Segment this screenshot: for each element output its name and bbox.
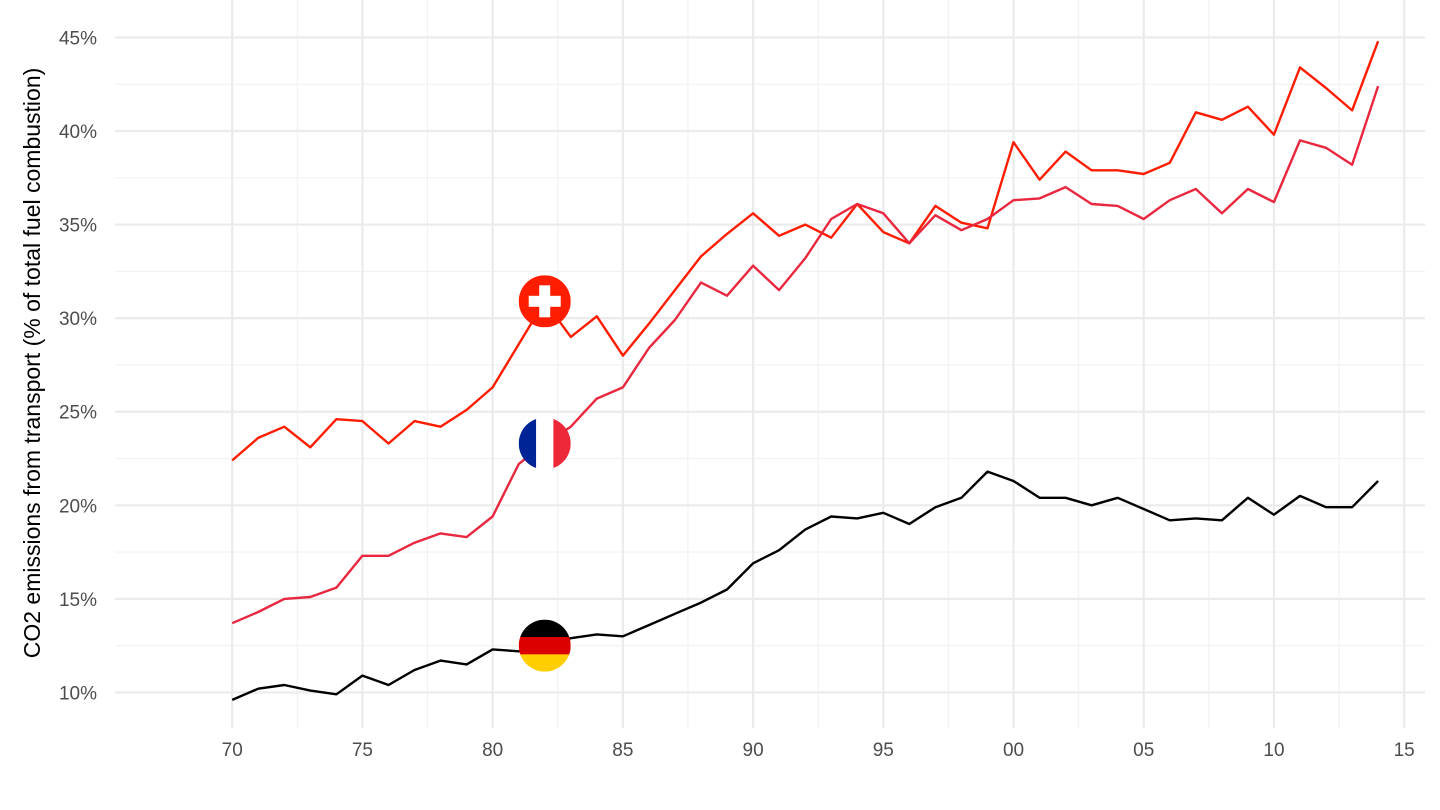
series-line-1 [231, 85, 1380, 625]
x-axis: 70 75 80 85 90 95 00 05 10 15 [222, 740, 1415, 761]
x-tick-label: 00 [1003, 740, 1024, 761]
major-gridlines [115, 0, 1425, 728]
y-tick-label: 30% [59, 309, 97, 330]
series-line-2 [231, 470, 1379, 702]
x-tick-label: 70 [222, 740, 243, 761]
y-tick-label: 10% [59, 683, 97, 704]
minor-gridlines [115, 0, 1425, 728]
y-tick-label: 45% [59, 28, 97, 49]
y-tick-label: 25% [59, 403, 97, 424]
y-axis-label: CO2 emissions from transport (% of total… [19, 68, 45, 659]
x-tick-label: 95 [873, 740, 894, 761]
x-tick-label: 15 [1394, 740, 1415, 761]
x-tick-label: 75 [352, 740, 373, 761]
x-tick-label: 80 [482, 740, 503, 761]
y-tick-label: 15% [59, 590, 97, 611]
y-tick-label: 35% [59, 216, 97, 237]
y-tick-label: 20% [59, 496, 97, 517]
france-flag-icon [518, 417, 571, 470]
germany-flag-icon [518, 619, 571, 672]
x-tick-label: 10 [1263, 740, 1284, 761]
switzerland-flag-icon [518, 275, 571, 328]
y-axis: 10% 15% 20% 25% 30% 35% 40% 45% [59, 28, 97, 704]
x-tick-label: 85 [612, 740, 633, 761]
y-tick-label: 40% [59, 122, 97, 143]
x-tick-label: 05 [1133, 740, 1154, 761]
country-flags [518, 275, 571, 672]
x-tick-label: 90 [743, 740, 764, 761]
series-lines [231, 40, 1380, 702]
series-line-0 [231, 40, 1380, 462]
